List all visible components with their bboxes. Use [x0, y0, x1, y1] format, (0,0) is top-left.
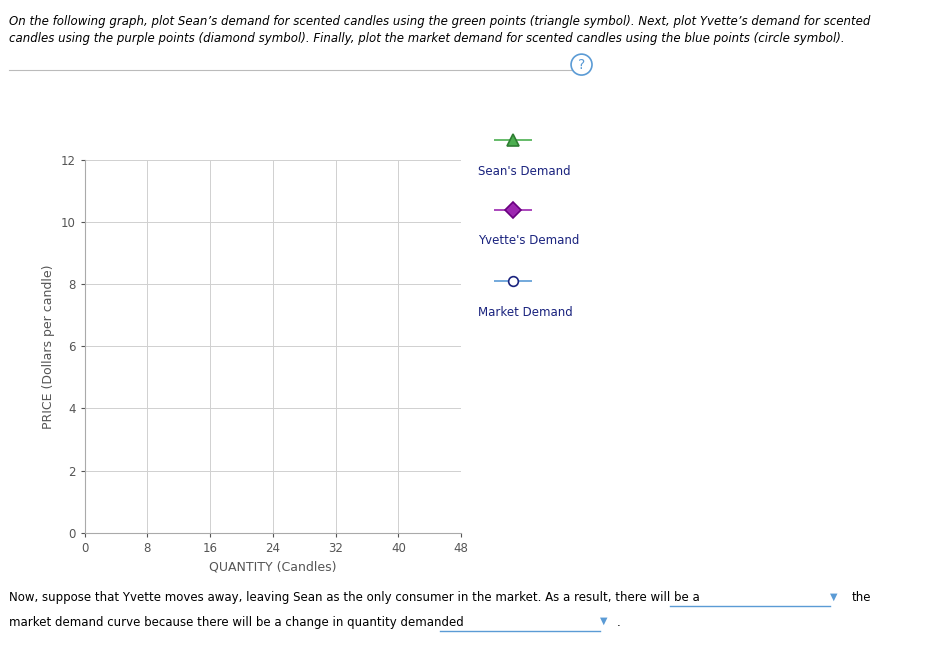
Text: Market Demand: Market Demand [478, 306, 573, 320]
Y-axis label: PRICE (Dollars per candle): PRICE (Dollars per candle) [42, 264, 56, 428]
Text: .: . [616, 616, 620, 629]
Text: On the following graph, plot Sean’s demand for scented candles using the green p: On the following graph, plot Sean’s dema… [9, 15, 870, 28]
Text: ?: ? [578, 57, 585, 72]
X-axis label: QUANTITY (Candles): QUANTITY (Candles) [209, 560, 337, 573]
Text: ▼: ▼ [600, 616, 608, 626]
Text: Yvette's Demand: Yvette's Demand [478, 234, 580, 248]
Text: ▼: ▼ [830, 591, 837, 601]
Text: Now, suppose that Yvette moves away, leaving Sean as the only consumer in the ma: Now, suppose that Yvette moves away, lea… [9, 591, 700, 605]
Text: market demand curve because there will be a change in quantity demanded: market demand curve because there will b… [9, 616, 464, 629]
Text: the: the [852, 591, 871, 605]
Text: Sean's Demand: Sean's Demand [478, 165, 570, 178]
Text: candles using the purple points (diamond symbol). Finally, plot the market deman: candles using the purple points (diamond… [9, 32, 845, 45]
